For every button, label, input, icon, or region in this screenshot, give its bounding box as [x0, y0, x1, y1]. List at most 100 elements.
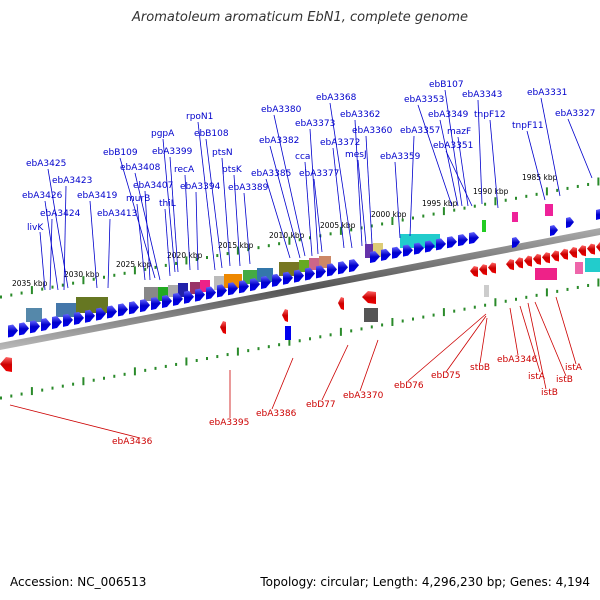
gene-label: ptsN: [212, 148, 233, 158]
forward-gene-arrow: [283, 271, 293, 285]
tick-mark: [412, 216, 414, 220]
tick-mark: [164, 364, 167, 368]
leader-line: [567, 118, 593, 179]
tick-mark: [309, 236, 311, 240]
leader-line: [445, 315, 487, 373]
tick-mark: [484, 303, 487, 307]
tick-mark: [432, 212, 435, 216]
tick-mark: [566, 287, 569, 291]
leader-line: [243, 192, 251, 265]
leader-line: [107, 218, 111, 289]
reverse-gene-arrow: [488, 262, 496, 274]
tick-mark: [185, 256, 188, 265]
tick-mark: [123, 271, 126, 275]
tick-mark: [154, 265, 157, 269]
forward-gene-arrow: [173, 292, 183, 306]
leader-line: [321, 344, 349, 401]
forward-gene-arrow: [458, 234, 468, 247]
reverse-gene-arrow: [533, 253, 541, 265]
tick-mark: [329, 333, 332, 337]
gene-label: livK: [27, 223, 44, 233]
tick-mark: [432, 313, 435, 317]
gene-label: ebA3370: [343, 391, 384, 401]
gene-label: ebD76: [394, 381, 424, 391]
forward-gene-arrow: [349, 259, 359, 273]
gene-label: mazF: [447, 127, 471, 137]
forward-gene-arrow: [151, 297, 161, 311]
tick-mark: [175, 261, 178, 265]
forward-gene-arrow: [447, 236, 457, 249]
leader-line: [527, 302, 547, 390]
tick-mark: [463, 206, 466, 210]
tick-mark: [597, 177, 600, 186]
gene-label: ebA3380: [261, 105, 302, 115]
tick-mark: [20, 291, 23, 295]
forward-gene-arrow: [8, 324, 18, 338]
tick-mark: [0, 396, 2, 400]
leader-line: [394, 161, 401, 239]
gene-label: ebB108: [194, 129, 229, 139]
diagram-title: Aromatoleum aromaticum EbN1, complete ge…: [132, 10, 468, 25]
gene-label: tnpF12: [474, 110, 506, 120]
gene-label: thiL: [159, 199, 176, 209]
gene-label: ebA3357: [400, 126, 440, 136]
leader-line: [169, 156, 179, 273]
leader-line: [519, 305, 541, 373]
forward-gene-arrow: [228, 282, 238, 296]
tick-mark: [144, 368, 147, 372]
forward-gene-arrow: [403, 244, 413, 257]
reverse-gene-arrow: [0, 357, 12, 372]
tick-mark: [463, 307, 466, 311]
forward-gene-arrow: [294, 269, 304, 283]
reverse-gene-arrow: [542, 252, 550, 264]
tick-mark: [401, 319, 404, 323]
forward-gene-arrow: [85, 309, 95, 323]
leader-line: [44, 200, 59, 291]
forward-gene-arrow: [392, 246, 402, 259]
forward-gene-arrow: [30, 320, 40, 334]
tick-mark: [525, 295, 528, 299]
reverse-gene-arrow: [596, 241, 600, 252]
gene-label: ebA3349: [428, 110, 469, 120]
forward-gene-arrow: [52, 316, 62, 330]
leader-line: [357, 159, 367, 245]
reverse-gene-arrow: [479, 264, 487, 276]
tick-mark: [226, 353, 229, 357]
gene-label: mesJ: [345, 150, 367, 160]
tick-mark: [257, 246, 260, 250]
forward-gene-arrow: [469, 232, 479, 245]
forward-gene-arrow: [74, 311, 84, 325]
tick-mark: [370, 224, 373, 228]
kbp-label: 2010 kbp: [269, 231, 305, 240]
tick-mark: [576, 184, 579, 188]
tick-mark: [504, 198, 507, 202]
forward-gene-arrow: [370, 251, 380, 263]
tick-mark: [216, 355, 219, 359]
leader-line: [332, 147, 345, 249]
tick-mark: [82, 377, 85, 386]
forward-gene-arrow: [63, 313, 73, 327]
forward-gene-arrow: [381, 248, 391, 261]
tick-mark: [381, 323, 384, 327]
tick-mark: [597, 278, 600, 287]
tick-mark: [278, 343, 281, 347]
leader-line: [509, 307, 519, 356]
gene-label: ebA3368: [316, 93, 357, 103]
tick-mark: [103, 376, 105, 380]
forward-gene-arrow: [305, 267, 315, 281]
top-labels: livK ebA3424 ebA3426 ebA3423 ebA3425 ebA…: [22, 80, 595, 233]
gene-label: ebA3382: [259, 136, 299, 146]
gene-label: ebA3372: [320, 138, 360, 148]
leader-line: [164, 208, 171, 277]
forward-gene-arrow: [206, 286, 216, 300]
tick-mark: [453, 208, 456, 212]
forward-gene-arrow: [118, 303, 128, 317]
gene-label: ebD75: [431, 371, 461, 381]
tick-mark: [267, 244, 270, 248]
tick-mark: [267, 345, 270, 349]
tick-mark: [195, 257, 198, 261]
tick-mark: [278, 242, 281, 246]
tick-mark: [309, 337, 311, 341]
forward-gene-arrow: [19, 322, 29, 336]
gene-label: ebA3343: [462, 90, 502, 100]
